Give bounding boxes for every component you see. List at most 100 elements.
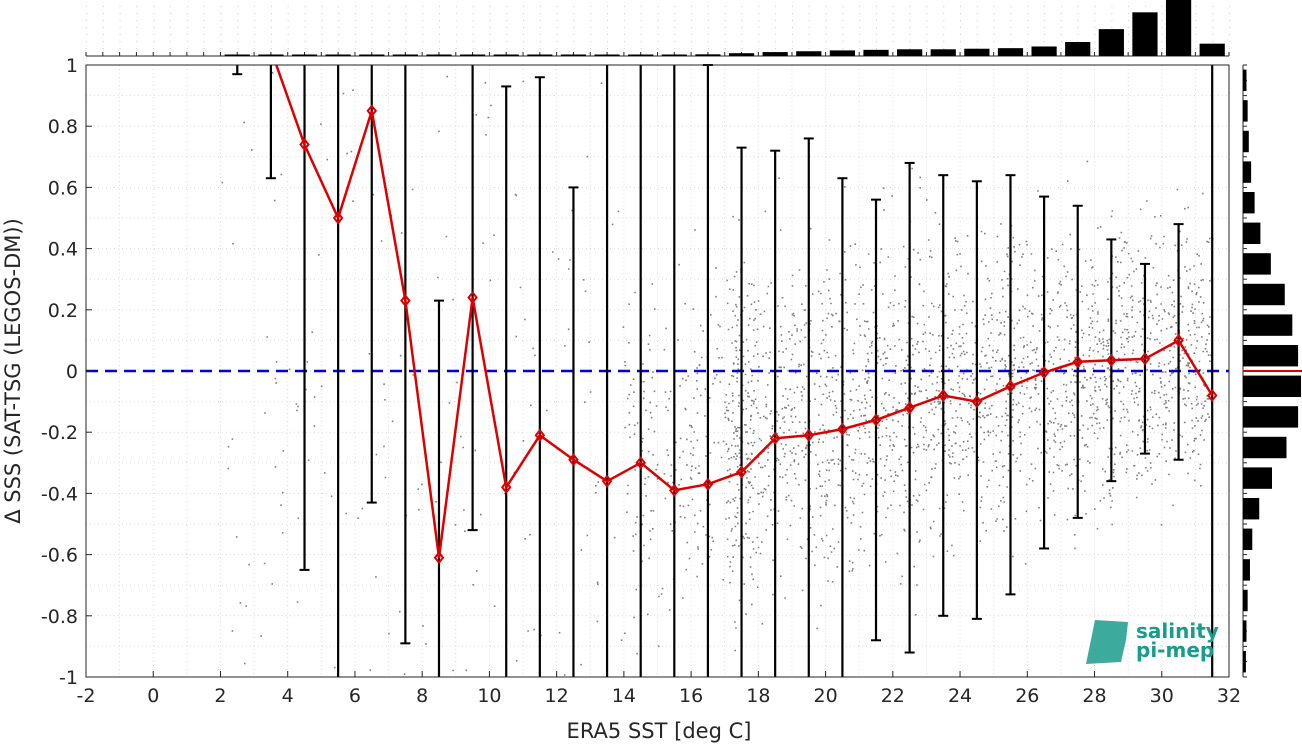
top-hist-grid-dot <box>842 13 844 14</box>
top-hist-grid-dot <box>976 34 978 35</box>
top-hist-grid-dot <box>153 13 155 14</box>
top-hist-grid-dot <box>338 20 340 21</box>
top-hist-grid-dot <box>758 20 760 21</box>
top-hist-grid-dot <box>1229 6 1230 7</box>
top-hist-grid-dot <box>1094 48 1096 49</box>
top-hist-grid-dot <box>338 6 340 7</box>
top-hist-grid-dot <box>388 27 390 28</box>
top-hist-grid-dot <box>859 13 861 14</box>
x-tick-label: 6 <box>349 685 361 707</box>
top-hist-grid-dot <box>943 20 945 21</box>
top-hist-grid-dot <box>724 6 726 7</box>
top-hist-grid-dot <box>573 27 575 28</box>
top-hist-bar <box>258 54 284 56</box>
top-hist-grid-dot <box>304 13 306 14</box>
top-hist-grid-dot <box>136 27 138 28</box>
top-hist-grid-dot <box>623 20 625 21</box>
top-hist-grid-dot <box>909 20 911 21</box>
median-point <box>332 211 344 225</box>
top-hist-grid-dot <box>657 48 659 49</box>
top-hist-grid-dot <box>657 6 659 7</box>
top-hist-grid-dot <box>607 41 609 42</box>
median-point <box>366 104 378 118</box>
top-hist-grid-dot <box>791 20 793 21</box>
top-hist-grid-dot <box>455 6 457 7</box>
top-hist-grid-dot <box>892 34 894 35</box>
top-hist-grid-dot <box>388 34 390 35</box>
right-hist-bar <box>1243 253 1271 275</box>
median-point <box>1206 388 1218 403</box>
top-hist-grid-dot <box>1128 48 1130 49</box>
top-hist-grid-dot <box>170 13 172 14</box>
top-hist-grid-dot <box>1060 20 1062 21</box>
median-point <box>971 394 983 409</box>
top-hist-grid-dot <box>1027 34 1029 35</box>
top-hist-grid-dot <box>136 20 138 21</box>
top-hist-grid-dot <box>472 20 474 21</box>
top-hist-grid-dot <box>909 48 911 49</box>
top-hist-grid-dot <box>623 41 625 42</box>
y-tick-label: 0.4 <box>48 239 78 261</box>
top-hist-grid-dot <box>876 27 878 28</box>
top-hist-grid-dot <box>186 41 188 42</box>
top-hist-grid-dot <box>842 27 844 28</box>
top-hist-grid-dot <box>1161 41 1163 42</box>
top-hist-grid-dot <box>237 13 239 14</box>
top-hist-grid-dot <box>943 6 945 7</box>
top-hist-grid-dot <box>775 34 777 35</box>
top-hist-grid-dot <box>1229 13 1230 14</box>
top-hist-grid-dot <box>119 48 121 49</box>
top-hist-grid-dot <box>203 13 205 14</box>
top-hist-grid-dot <box>943 27 945 28</box>
top-hist-grid-dot <box>640 48 642 49</box>
y-tick-label: 1 <box>66 55 78 77</box>
top-hist-grid-dot <box>422 34 424 35</box>
top-hist-bar <box>897 49 923 56</box>
top-hist-grid-dot <box>119 34 121 35</box>
top-hist-grid-dot <box>338 48 340 49</box>
top-hist-grid-dot <box>321 34 323 35</box>
top-hist-grid-dot <box>438 20 440 21</box>
top-hist-grid-dot <box>102 6 104 7</box>
top-hist-grid-dot <box>523 34 525 35</box>
top-hist-grid-dot <box>724 48 726 49</box>
top-hist-grid-dot <box>321 13 323 14</box>
right-hist-bar <box>1243 161 1252 183</box>
top-hist-grid-dot <box>304 48 306 49</box>
top-hist-grid-dot <box>640 6 642 7</box>
top-hist-bar <box>695 54 721 56</box>
top-hist-grid-dot <box>775 13 777 14</box>
top-hist-grid-dot <box>422 20 424 21</box>
y-tick-label: 0.2 <box>48 300 78 322</box>
top-hist-grid-dot <box>405 27 407 28</box>
top-hist-grid-dot <box>1027 27 1029 28</box>
top-hist-grid-dot <box>1212 6 1214 7</box>
top-hist-grid-dot <box>1212 34 1214 35</box>
top-hist-grid-dot <box>640 34 642 35</box>
top-hist-grid-dot <box>623 48 625 49</box>
top-hist-grid-dot <box>371 20 373 21</box>
top-hist-grid-dot <box>1060 41 1062 42</box>
y-tick-label: 0.6 <box>48 177 78 199</box>
top-hist-bar <box>997 48 1024 56</box>
top-hist-grid-dot <box>1060 48 1062 49</box>
logo-text-line2: pi-mep <box>1136 638 1214 662</box>
top-hist-bar <box>964 48 990 56</box>
top-hist-grid-dot <box>1229 27 1230 28</box>
top-hist-grid-dot <box>102 34 104 35</box>
top-hist-grid-dot <box>1212 20 1214 21</box>
top-hist-grid-dot <box>287 20 289 21</box>
top-hist-grid-dot <box>892 41 894 42</box>
top-hist-grid-dot <box>203 6 205 7</box>
top-hist-grid-dot <box>1094 13 1096 14</box>
median-point <box>500 480 512 494</box>
top-hist-grid-dot <box>976 48 978 49</box>
top-hist-grid-dot <box>287 27 289 28</box>
top-hist-bar <box>1165 0 1192 56</box>
top-hist-grid-dot <box>539 6 541 7</box>
right-hist-bar <box>1243 191 1255 214</box>
top-hist-bar <box>1031 46 1057 56</box>
top-hist-grid-dot <box>573 34 575 35</box>
top-hist-grid-dot <box>254 20 256 21</box>
top-hist-grid-dot <box>556 41 558 42</box>
